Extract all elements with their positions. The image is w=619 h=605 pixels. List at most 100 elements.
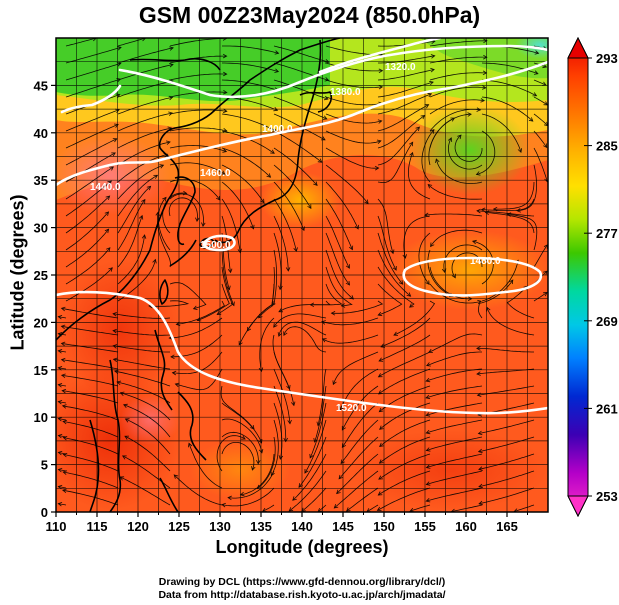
streamline — [273, 385, 287, 442]
streamline — [325, 232, 350, 286]
streamline — [377, 487, 431, 511]
streamline — [273, 198, 297, 252]
streamline — [325, 249, 354, 300]
colorbar-tick-label: 261 — [596, 401, 618, 416]
streamline — [117, 215, 143, 268]
streamline — [62, 489, 119, 506]
streamline-arrowhead — [57, 467, 63, 473]
streamline-arrowhead — [542, 63, 548, 69]
streamline-arrowhead — [313, 181, 318, 187]
streamline-arrowhead — [477, 448, 483, 454]
streamline — [113, 358, 171, 370]
streamline-arrowhead — [273, 323, 278, 328]
streamline — [65, 180, 112, 217]
streamline-arrowhead — [340, 303, 346, 308]
streamline — [273, 313, 327, 328]
contour-label: 1380.0 — [330, 87, 361, 98]
streamline-arrowhead — [290, 401, 296, 407]
streamline — [332, 351, 379, 385]
streamline — [65, 138, 117, 166]
streamline — [65, 228, 109, 268]
streamline — [188, 443, 223, 489]
streamline — [377, 115, 425, 149]
streamline-arrowhead — [277, 332, 282, 337]
streamline — [119, 476, 171, 506]
streamline-arrowhead — [112, 312, 117, 317]
streamline-arrowhead — [478, 466, 483, 471]
streamline — [65, 38, 97, 47]
streamline-arrowhead — [155, 211, 160, 217]
streamline-arrowhead — [223, 89, 228, 95]
streamline — [114, 370, 171, 387]
streamline-arrowhead — [57, 366, 63, 371]
streamline-arrowhead — [534, 50, 540, 55]
streamline — [58, 418, 67, 421]
streamline-arrowhead — [471, 239, 477, 245]
streamline — [271, 249, 277, 307]
streamline — [65, 166, 114, 200]
streamline-arrowhead — [332, 380, 337, 386]
streamline — [221, 181, 254, 229]
streamline-arrowhead — [168, 95, 174, 101]
streamline-arrowhead — [532, 92, 538, 97]
streamline — [61, 359, 119, 370]
streamline-arrowhead — [108, 267, 113, 272]
streamline — [273, 147, 318, 186]
streamline-arrowhead — [287, 419, 292, 425]
streamline — [222, 45, 279, 54]
streamline-arrowhead — [476, 107, 482, 112]
contour-label: 1400.0 — [262, 124, 293, 135]
colorbar: 293 285 277 269 261 253 — [567, 36, 618, 518]
streamline-arrowhead — [457, 134, 462, 140]
streamline — [493, 181, 535, 210]
streamline-arrowhead — [166, 140, 171, 145]
streamline — [122, 455, 171, 489]
streamline — [346, 487, 379, 512]
streamline-arrowhead — [378, 407, 384, 413]
streamline — [222, 62, 279, 72]
streamline — [62, 405, 119, 421]
streamline-arrowhead — [57, 433, 63, 439]
streamline-arrowhead — [104, 211, 110, 216]
streamline — [117, 234, 145, 285]
streamline-arrowhead — [341, 443, 346, 449]
streamline-arrowhead — [116, 62, 122, 67]
streamline-arrowhead — [378, 84, 384, 90]
streamline-arrowhead — [174, 382, 180, 388]
streamline — [325, 266, 353, 307]
streamline — [220, 385, 255, 430]
streamline-arrowhead — [406, 292, 412, 297]
streamline-arrowhead — [222, 53, 228, 59]
streamline — [533, 244, 548, 268]
streamline-arrowhead — [377, 119, 383, 124]
streamline — [485, 212, 535, 234]
streamline-arrowhead — [117, 46, 122, 51]
y-tick-label: 35 — [34, 173, 48, 188]
streamline-arrowhead — [409, 303, 414, 308]
y-tick-label: 0 — [41, 505, 48, 520]
streamline-arrowhead — [435, 158, 440, 163]
streamline — [240, 453, 275, 496]
streamline-arrowhead — [345, 280, 350, 286]
streamline-arrowhead — [425, 498, 431, 503]
streamline-arrowhead — [374, 165, 380, 171]
colorbar-tick-label: 269 — [596, 314, 618, 329]
streamline-arrowhead — [377, 311, 383, 317]
streamline-arrowhead — [201, 222, 206, 228]
streamline-arrowhead — [256, 460, 261, 465]
streamline-arrowhead — [425, 481, 431, 486]
streamline — [221, 487, 275, 507]
streamline — [366, 504, 379, 512]
streamline-arrowhead — [62, 470, 68, 475]
streamline-arrowhead — [272, 127, 278, 132]
x-tick-label: 135 — [250, 519, 272, 534]
streamline-arrowhead — [124, 435, 130, 440]
streamline — [65, 63, 121, 81]
streamline — [169, 109, 227, 115]
streamline-arrowhead — [171, 370, 177, 376]
streamline-arrowhead — [378, 459, 384, 464]
streamline — [168, 197, 198, 222]
streamline-arrowhead — [62, 419, 68, 425]
streamline-arrowhead — [61, 388, 67, 394]
streamline-arrowhead — [378, 357, 384, 362]
